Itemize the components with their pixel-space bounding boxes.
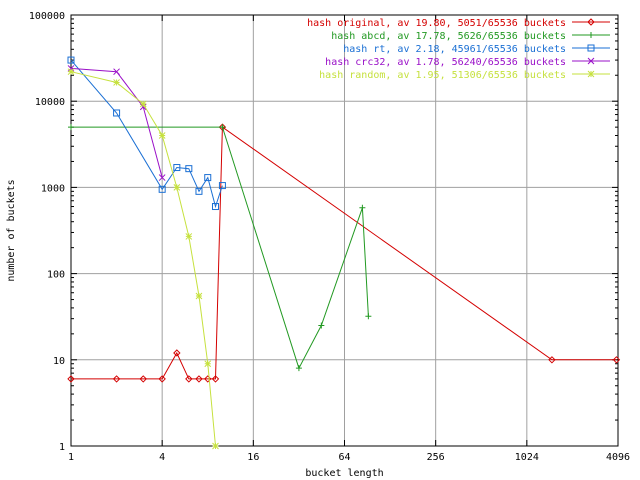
legend-label: hash original, av 19.80, 5051/65536 buck…: [307, 18, 566, 29]
series-0: [67, 123, 621, 383]
data-point-marker: [173, 349, 181, 357]
data-point-marker: [185, 233, 193, 240]
data-point-marker: [204, 360, 212, 368]
data-point-marker: [211, 375, 220, 383]
data-point-marker: [365, 313, 372, 320]
series-3: [67, 65, 166, 181]
data-point-marker: [295, 365, 302, 372]
data-point-marker: [195, 292, 203, 300]
x-tick-label: 1: [68, 452, 74, 463]
y-tick-label: 1: [59, 442, 65, 453]
data-point-marker: [588, 32, 594, 38]
data-point-marker: [113, 79, 120, 86]
data-point-marker: [113, 109, 121, 117]
y-tick-label: 100000: [29, 11, 65, 22]
data-point-marker: [219, 124, 226, 131]
axis-ticks: 1 4 16 64 256 1024 4096 1 10 100 1000 10000 100000: [29, 11, 630, 463]
x-tick-label: 1024: [515, 452, 539, 463]
data-point-marker: [218, 182, 226, 190]
y-tick-label: 10: [53, 356, 65, 367]
x-tick-label: 4096: [606, 452, 630, 463]
data-point-marker: [587, 70, 595, 78]
y-tick-label: 10000: [35, 97, 65, 108]
data-point-marker: [158, 375, 166, 383]
x-tick-label: 256: [427, 452, 445, 463]
data-point-marker: [173, 164, 181, 172]
data-point-marker: [112, 375, 121, 383]
data-point-marker: [158, 174, 166, 181]
series-line: [70, 59, 223, 209]
series-layer: [67, 56, 621, 450]
data-point-marker: [158, 132, 166, 139]
y-tick-label: 1000: [41, 183, 65, 194]
data-point-marker: [587, 18, 595, 26]
series-2: [67, 56, 226, 211]
series-line: [71, 126, 617, 380]
y-tick-label: 100: [47, 270, 65, 281]
data-point-marker: [211, 203, 219, 211]
legend: hash original, av 19.80, 5051/65536 buck…: [307, 18, 610, 81]
data-point-marker: [204, 375, 212, 383]
series-1: [68, 124, 372, 372]
data-point-marker: [67, 375, 75, 383]
data-point-marker: [204, 174, 212, 182]
grid-lines: [71, 15, 618, 446]
series-line: [70, 67, 163, 178]
data-point-marker: [612, 356, 621, 364]
data-point-marker: [185, 165, 193, 173]
series-line: [70, 71, 216, 447]
data-point-marker: [587, 44, 595, 52]
data-point-marker: [185, 375, 193, 383]
series-line: [71, 126, 369, 370]
series-4: [67, 68, 219, 450]
data-point-marker: [548, 356, 556, 364]
data-point-marker: [195, 375, 203, 383]
x-tick-label: 16: [247, 452, 259, 463]
legend-label: hash abcd, av 17.78, 5626/65536 buckets: [331, 31, 566, 42]
data-point-marker: [67, 65, 75, 72]
data-point-marker: [173, 184, 181, 191]
legend-label: hash crc32, av 1.78, 56240/65536 buckets: [325, 57, 566, 68]
data-point-marker: [68, 124, 74, 131]
data-point-marker: [359, 204, 366, 211]
legend-label: hash random, av 1.95, 51306/65536 bucket…: [319, 70, 566, 81]
data-point-marker: [587, 57, 595, 65]
x-tick-label: 4: [159, 452, 165, 463]
data-point-marker: [139, 375, 147, 383]
data-point-marker: [67, 56, 75, 64]
y-axis-label: number of buckets: [6, 179, 17, 281]
x-axis-label: bucket length: [305, 468, 383, 479]
data-point-marker: [212, 442, 219, 450]
data-point-marker: [139, 100, 147, 108]
x-tick-label: 64: [338, 452, 350, 463]
legend-label: hash rt, av 2.18, 45961/65536 buckets: [343, 44, 566, 55]
data-point-marker: [67, 68, 75, 76]
data-point-marker: [158, 185, 166, 193]
data-point-marker: [195, 187, 203, 195]
data-point-marker: [113, 68, 120, 76]
data-point-marker: [318, 322, 325, 329]
